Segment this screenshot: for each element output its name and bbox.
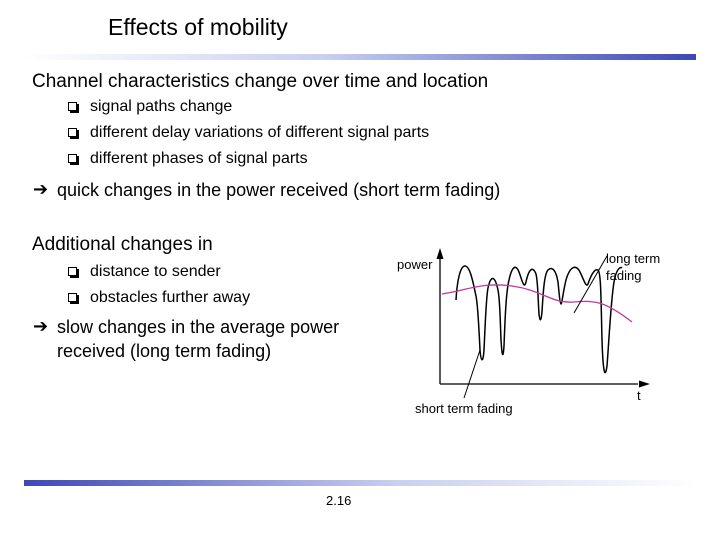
long-term-fading-curve xyxy=(441,284,633,323)
x-axis-arrowhead xyxy=(639,380,650,388)
arrow-right-icon: ➔ xyxy=(33,316,49,336)
bullet-phases: different phases of signal parts xyxy=(90,150,308,167)
y-axis-label: power xyxy=(397,257,433,272)
title-divider xyxy=(24,54,696,60)
short-term-label: short term fading xyxy=(415,401,513,416)
heading-channel-characteristics: Channel characteristics change over time… xyxy=(32,71,489,92)
square-bullet-icon xyxy=(68,267,77,276)
square-bullet-icon xyxy=(68,128,77,137)
short-term-pointer-line xyxy=(463,349,481,399)
square-bullet-icon xyxy=(68,154,77,163)
conclusion-long-term-line1: slow changes in the average power xyxy=(57,317,340,337)
long-term-pointer-line xyxy=(573,255,608,314)
square-bullet-icon xyxy=(68,293,77,302)
footer-divider xyxy=(24,480,696,486)
slide-title: Effects of mobility xyxy=(108,14,288,40)
page-number: 2.16 xyxy=(326,493,352,508)
x-axis-label: t xyxy=(637,388,641,403)
arrow-right-icon: ➔ xyxy=(33,179,49,199)
heading-additional-changes: Additional changes in xyxy=(32,234,213,255)
bullet-obstacles: obstacles further away xyxy=(90,289,251,306)
short-term-fading-curve xyxy=(455,265,623,374)
bullet-delay-variations: different delay variations of different … xyxy=(90,124,430,141)
y-axis-arrowhead xyxy=(436,248,444,259)
conclusion-short-term-fading: quick changes in the power received (sho… xyxy=(57,180,501,200)
bullet-distance-to-sender: distance to sender xyxy=(90,263,221,280)
conclusion-long-term-line2: received (long term fading) xyxy=(57,341,272,361)
bullet-signal-paths: signal paths change xyxy=(90,98,233,115)
square-bullet-icon xyxy=(68,102,77,111)
long-term-label-line1: long term xyxy=(606,251,660,266)
long-term-label-line2: fading xyxy=(606,268,641,283)
